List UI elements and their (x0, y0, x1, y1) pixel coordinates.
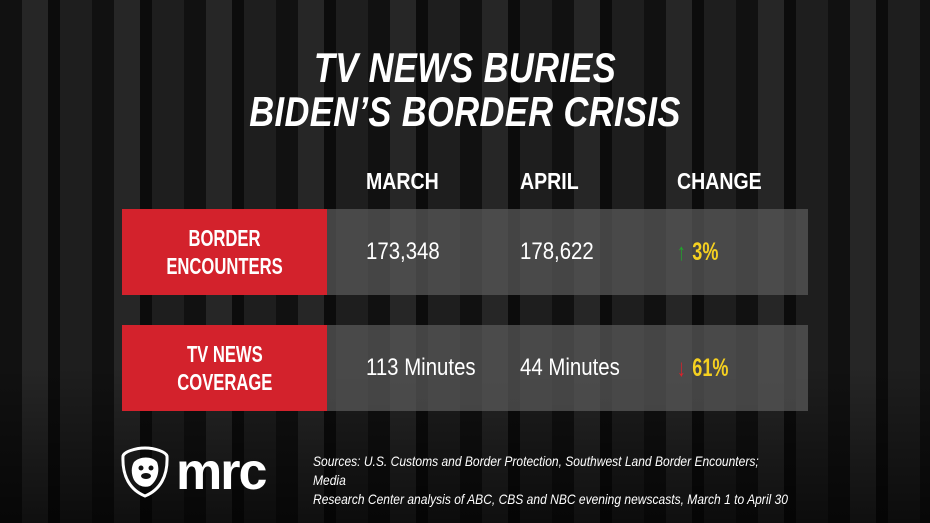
april-value: 44 Minutes (520, 354, 620, 381)
table-row-tv-news-coverage: TV NEWS COVERAGE 113 Minutes 44 Minutes … (122, 325, 808, 411)
column-header-march: MARCH (366, 168, 439, 194)
row-label: TV NEWS COVERAGE (122, 325, 327, 411)
sources-line-1: Sources: U.S. Customs and Border Protect… (313, 453, 759, 488)
arrow-down-icon: ↓ (677, 354, 686, 382)
row-label-line-2: ENCOUNTERS (166, 253, 283, 279)
sources-note: Sources: U.S. Customs and Border Protect… (313, 452, 795, 509)
change-value: 61% (692, 353, 729, 382)
row-label-line-1: TV NEWS (186, 341, 263, 367)
headline-line-2: BIDEN’S BORDER CRISIS (249, 88, 681, 135)
april-value: 178,622 (520, 238, 594, 265)
mrc-logo: mrc (120, 443, 267, 501)
sources-line-2: Research Center analysis of ABC, CBS and… (313, 491, 788, 507)
row-label-line-1: BORDER (188, 225, 261, 251)
row-label: BORDER ENCOUNTERS (122, 209, 327, 295)
table-row-border-encounters: BORDER ENCOUNTERS 173,348 178,622 ↑ 3% (122, 209, 808, 295)
column-header-change: CHANGE (677, 168, 762, 194)
march-value: 113 Minutes (366, 354, 476, 381)
column-header-april: APRIL (520, 168, 579, 194)
logo-text: mrc (176, 443, 267, 501)
march-value: 173,348 (366, 238, 440, 265)
arrow-up-icon: ↑ (677, 238, 686, 266)
row-label-line-2: COVERAGE (176, 369, 273, 395)
headline-line-1: TV NEWS BURIES (313, 44, 617, 91)
headline: TV NEWS BURIES BIDEN’S BORDER CRISIS (84, 46, 847, 134)
change-value: 3% (692, 237, 719, 266)
bulldog-shield-icon (121, 446, 169, 498)
